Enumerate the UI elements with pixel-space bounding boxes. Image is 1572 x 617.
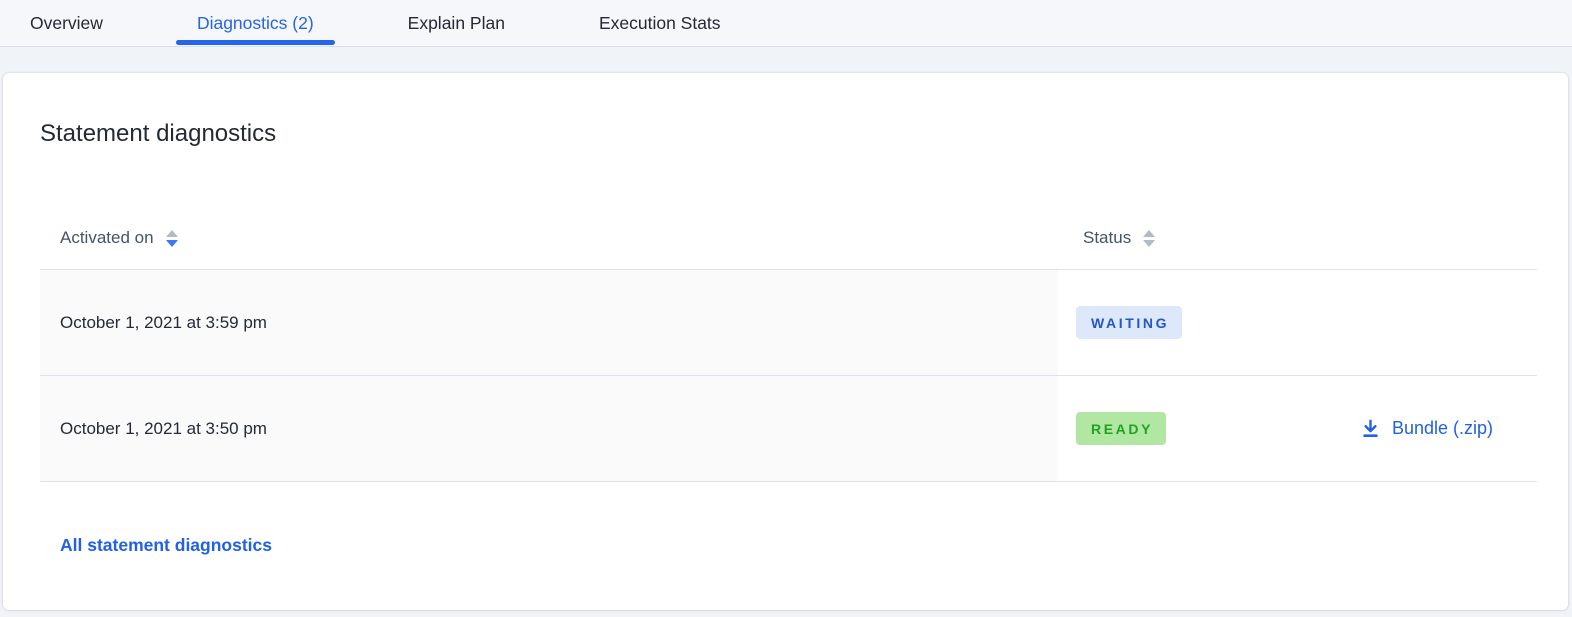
- sort-down-triangle: [165, 239, 178, 247]
- sort-up-triangle: [1143, 229, 1156, 237]
- tab-bar: Overview Diagnostics (2) Explain Plan Ex…: [0, 0, 1572, 47]
- bundle-cell: Bundle (.zip): [1243, 376, 1537, 481]
- sort-arrows-icon[interactable]: [165, 229, 178, 247]
- status-badge: WAITING: [1076, 306, 1183, 339]
- bundle-link-label: Bundle (.zip): [1391, 418, 1493, 438]
- sort-arrows-icon[interactable]: [1143, 229, 1156, 247]
- status-cell: READY: [1058, 376, 1243, 481]
- tab-explain-plan[interactable]: Explain Plan: [407, 12, 505, 33]
- activated-on-cell: October 1, 2021 at 3:59 pm: [40, 270, 1058, 375]
- status-cell: WAITING: [1058, 270, 1243, 375]
- statement-diagnostics-card: Statement diagnostics Activated on Statu…: [3, 73, 1568, 610]
- all-statement-diagnostics-link[interactable]: All statement diagnostics: [60, 535, 272, 555]
- table-row: October 1, 2021 at 3:59 pm WAITING: [40, 270, 1537, 376]
- column-header-activated-on[interactable]: Activated on: [40, 228, 1058, 248]
- sort-down-triangle: [1143, 239, 1156, 247]
- status-badge: READY: [1076, 412, 1167, 445]
- column-header-label: Status: [1083, 228, 1132, 247]
- table-row: October 1, 2021 at 3:50 pm READY Bundle …: [40, 376, 1537, 482]
- page-title: Statement diagnostics: [40, 120, 277, 147]
- activated-on-value: October 1, 2021 at 3:50 pm: [60, 418, 267, 438]
- table-header-row: Activated on Status: [40, 149, 1537, 270]
- tab-overview[interactable]: Overview: [30, 12, 103, 33]
- tab-execution-stats[interactable]: Execution Stats: [598, 12, 721, 33]
- bundle-download-link[interactable]: Bundle (.zip): [1360, 418, 1493, 439]
- activated-on-value: October 1, 2021 at 3:59 pm: [60, 312, 267, 332]
- sort-up-triangle: [165, 229, 178, 237]
- download-icon: [1360, 418, 1381, 439]
- column-header-label: Activated on: [60, 228, 154, 247]
- bundle-cell: [1243, 270, 1537, 375]
- column-header-status[interactable]: Status: [1058, 228, 1243, 248]
- tab-diagnostics[interactable]: Diagnostics (2): [175, 0, 335, 46]
- activated-on-cell: October 1, 2021 at 3:50 pm: [40, 376, 1058, 481]
